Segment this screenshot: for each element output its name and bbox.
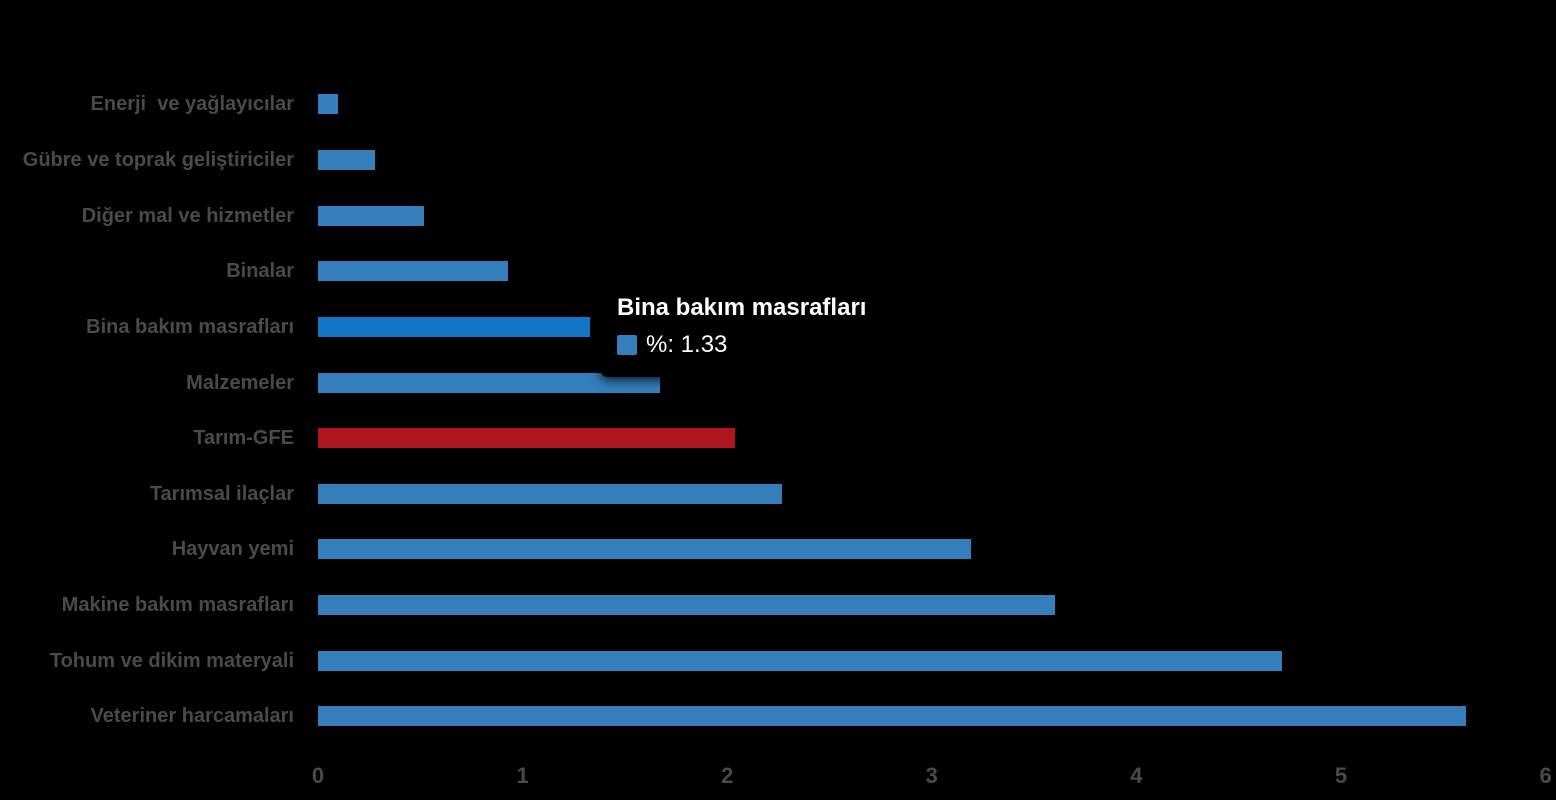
category-label: Diğer mal ve hizmetler — [81, 204, 294, 227]
category-label: Hayvan yemi — [171, 538, 294, 561]
chart-row: Tohum ve dikim materyali — [0, 649, 1556, 672]
value-bar[interactable] — [318, 372, 660, 393]
chart-row: Bina bakım masrafları — [0, 315, 1556, 338]
chart-row: Enerji ve yağlayıcılar — [0, 93, 1556, 116]
chart-row: Veteriner harcamaları — [0, 705, 1556, 728]
category-label: Gübre ve toprak geliştiriciler — [22, 148, 294, 171]
category-label: Malzemeler — [186, 371, 294, 394]
chart-row: Hayvan yemi — [0, 538, 1556, 561]
value-bar[interactable] — [318, 483, 783, 504]
category-label: Bina bakım masrafları — [86, 315, 294, 338]
chart-row: Diğer mal ve hizmetler — [0, 204, 1556, 227]
x-axis-tick-label: 3 — [925, 763, 938, 788]
x-axis-tick-label: 5 — [1334, 763, 1348, 788]
chart-row: Makine bakım masrafları — [0, 594, 1556, 617]
x-axis-tick-label: 2 — [721, 763, 734, 788]
value-bar[interactable] — [318, 205, 425, 226]
category-label: Veteriner harcamaları — [90, 705, 294, 728]
value-bar[interactable] — [318, 149, 376, 170]
category-label: Binalar — [226, 260, 294, 283]
tooltip-series-swatch-icon — [617, 335, 637, 355]
value-bar[interactable] — [318, 706, 1466, 727]
x-axis-tick-label: 1 — [516, 763, 529, 788]
category-label: Tarım-GFE — [193, 427, 294, 450]
chart-row: Malzemeler — [0, 371, 1556, 394]
tooltip-value-row: %: 1.33 — [617, 331, 932, 359]
chart-row: Gübre ve toprak geliştiriciler — [0, 148, 1556, 171]
value-bar[interactable] — [318, 261, 509, 282]
x-axis-tick-label: 6 — [1539, 763, 1552, 788]
chart-row: Tarım-GFE — [0, 427, 1556, 450]
value-bar[interactable] — [318, 428, 736, 449]
x-axis: 0 1 2 3 4 5 6 — [0, 762, 1556, 794]
tooltip-title: Bina bakım masrafları — [617, 294, 867, 321]
tooltip-value: %: 1.33 — [646, 331, 728, 358]
x-axis-tick-label: 0 — [311, 763, 325, 788]
chart-row: Tarımsal ilaçlar — [0, 482, 1556, 505]
category-label: Tohum ve dikim materyali — [49, 649, 294, 672]
category-label: Makine bakım masrafları — [61, 594, 294, 617]
value-bar[interactable] — [318, 316, 591, 337]
chart-row: Binalar — [0, 260, 1556, 283]
value-bar[interactable] — [318, 94, 339, 115]
x-axis-tick-label: 4 — [1130, 763, 1143, 788]
category-label: Tarımsal ilaçlar — [149, 482, 294, 505]
value-bar[interactable] — [318, 539, 971, 560]
tooltip: Bina bakım masrafları %: 1.33 — [600, 286, 932, 377]
value-bar[interactable] — [318, 650, 1282, 671]
value-bar[interactable] — [318, 595, 1055, 616]
category-label: Enerji ve yağlayıcılar — [90, 93, 294, 116]
